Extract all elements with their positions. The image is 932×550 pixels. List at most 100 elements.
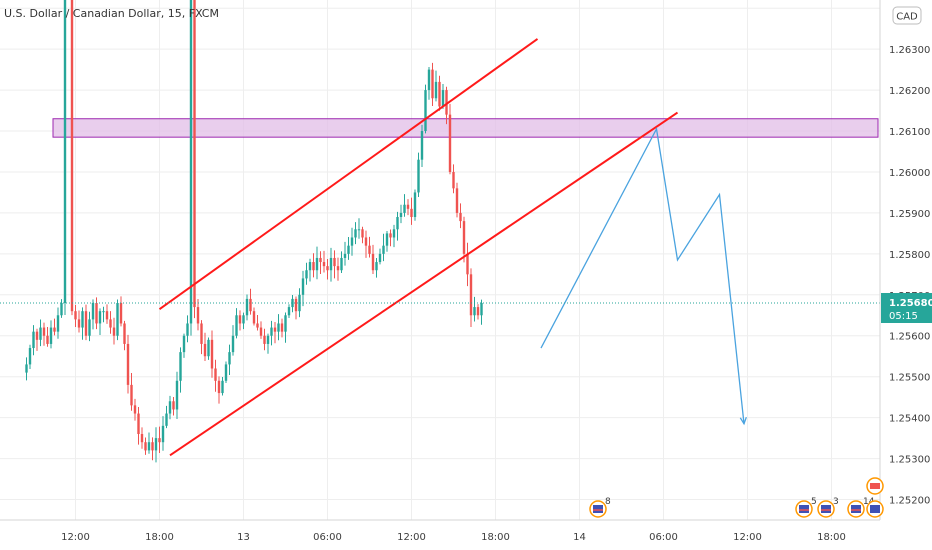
candle (35, 328, 39, 351)
resistance-zone[interactable] (52, 118, 879, 138)
candle (140, 427, 144, 449)
time-tick-label: 18:00 (145, 532, 174, 543)
time-tick-label: 12:00 (397, 532, 426, 543)
candle (165, 405, 168, 429)
candle-body (315, 257, 319, 271)
candle-body (294, 298, 298, 312)
event-count: 5 (811, 497, 817, 507)
candle (112, 317, 116, 345)
candle (333, 250, 336, 279)
ca-flag-icon (870, 483, 880, 489)
candle-body (207, 339, 210, 357)
time-axis-ticks: 12:00 18:00 13 06:00 12:00 18:00 14 06:00 12:00 1… (61, 532, 846, 543)
candle (207, 337, 210, 360)
candle-body (175, 380, 179, 410)
candle-body (147, 442, 151, 451)
candle-body (242, 315, 245, 324)
price-tick-label: 1.25300 (889, 455, 930, 466)
candle-body (25, 364, 28, 373)
candle (424, 84, 427, 134)
price-tick-label: 1.26100 (889, 127, 930, 138)
candle (294, 296, 298, 320)
candle (301, 270, 305, 307)
price-tick-label: 1.26000 (889, 168, 930, 179)
time-axis[interactable]: 12:00 18:00 13 06:00 12:00 18:00 14 06:00 12:00 1… (0, 519, 932, 550)
candle (413, 189, 417, 221)
candle-body (312, 262, 315, 271)
last-price-label: 1.25680 05:15 (881, 292, 932, 323)
candle (189, 0, 193, 336)
event-marker[interactable]: 14 (847, 497, 875, 518)
candle-body (427, 69, 431, 91)
candle (410, 197, 413, 225)
price-tick-label: 1.25200 (889, 496, 930, 507)
candle-body (319, 257, 322, 263)
candle (196, 299, 200, 331)
projection-path[interactable] (540, 126, 745, 424)
candle-body (231, 335, 235, 353)
candle (448, 103, 452, 175)
channel-upper-line[interactable] (158, 38, 539, 310)
candle (116, 299, 119, 341)
candle (434, 70, 438, 102)
candle (46, 326, 49, 347)
candle-body (112, 327, 116, 336)
candle-body (42, 327, 46, 336)
candle-body (382, 245, 385, 254)
event-count: 14 (863, 497, 875, 507)
candle-body (298, 294, 301, 312)
candle-body (151, 442, 154, 451)
candle-body (81, 311, 84, 328)
candle-body (228, 352, 231, 365)
price-axis[interactable]: 1.26300 1.26200 1.26100 1.26000 1.25900 1.258… (879, 0, 932, 520)
candle-body (361, 229, 364, 238)
candle (270, 320, 273, 346)
candle (235, 308, 238, 339)
candle-body (403, 204, 406, 213)
price-tick-label: 1.26200 (889, 86, 930, 97)
candle-body (137, 413, 140, 435)
currency-badge[interactable]: CAD (892, 6, 922, 25)
candle (231, 325, 235, 356)
candle-body (476, 307, 480, 316)
economic-events[interactable]: 8 5 3 14 (589, 477, 884, 518)
candle (399, 204, 403, 224)
chart-title: U.S. Dollar / Canadian Dollar, 15, FXCM (4, 7, 219, 20)
event-marker[interactable]: 8 (589, 497, 611, 518)
price-axis-ticks: 1.26300 1.26200 1.26100 1.26000 1.25900 1.258… (889, 45, 930, 506)
channel-lower-line[interactable] (169, 111, 679, 457)
candle (361, 226, 364, 244)
event-marker[interactable]: 3 (817, 497, 839, 518)
event-count: 3 (833, 497, 839, 507)
candle (130, 373, 133, 411)
candle (151, 437, 154, 461)
candle (469, 268, 473, 328)
candle (277, 314, 280, 341)
candle-body (200, 323, 203, 344)
candle-body (287, 307, 291, 316)
candle-body (326, 266, 329, 271)
candle (28, 344, 32, 369)
candle-body (375, 262, 378, 271)
event-count: 8 (605, 497, 611, 507)
candle (147, 432, 151, 454)
candle (105, 304, 109, 324)
candle (32, 325, 35, 356)
candle (168, 395, 172, 420)
candle (273, 322, 277, 344)
last-price-value: 1.25680 (889, 298, 932, 309)
candle-body (350, 237, 354, 246)
candle (182, 333, 186, 358)
time-tick-label: 12:00 (733, 532, 762, 543)
candle (217, 376, 221, 404)
drawings[interactable] (158, 38, 747, 457)
candle (403, 194, 406, 217)
candle (221, 377, 224, 396)
candle-body (357, 229, 361, 231)
event-marker[interactable]: 5 (795, 497, 817, 518)
candle-body (165, 413, 168, 426)
candle (371, 244, 375, 275)
event-marker-canada[interactable] (866, 477, 884, 495)
